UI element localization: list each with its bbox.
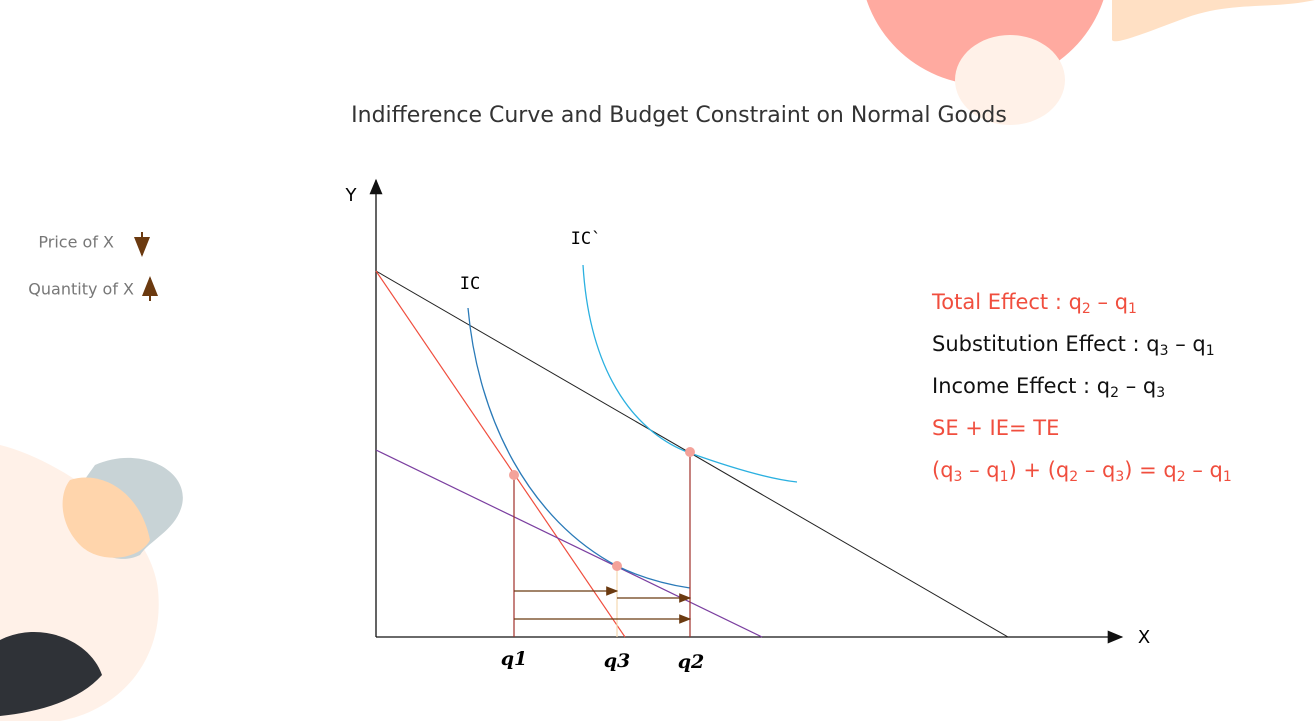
effect-text: – q <box>962 458 999 482</box>
effect-text: ) = q <box>1124 458 1176 482</box>
subscript: 1 <box>1223 469 1232 485</box>
subscript: 2 <box>1177 469 1186 485</box>
compensated-budget-line <box>375 449 763 638</box>
subscript: 3 <box>954 469 963 485</box>
subscript: 2 <box>1069 469 1078 485</box>
effect-text: – q <box>1078 458 1115 482</box>
effect-text: Substitution Effect : q <box>932 332 1160 356</box>
effect-text: ) + (q <box>1009 458 1070 482</box>
point-label: q3 <box>604 650 631 672</box>
point-label: q1 <box>501 648 528 670</box>
effect-line: SE + IE= TE <box>932 416 1059 440</box>
subscript: 2 <box>1110 385 1119 401</box>
curve-label: IC <box>460 274 480 294</box>
subscript: 3 <box>1115 469 1124 485</box>
indifference-curve <box>582 264 798 483</box>
effect-text: – q <box>1091 290 1128 314</box>
subscript: 1 <box>1128 301 1137 317</box>
legend-label: Price of X <box>38 233 114 252</box>
effect-text: – q <box>1169 332 1206 356</box>
effect-line: Substitution Effect : q3 – q1 <box>932 332 1215 359</box>
effect-text: – q <box>1119 374 1156 398</box>
subscript: 1 <box>1000 469 1009 485</box>
indifference-curve <box>467 307 691 589</box>
effect-text: – q <box>1186 458 1223 482</box>
subscript: 1 <box>1206 343 1215 359</box>
subscript: 2 <box>1082 301 1091 317</box>
effect-text: (q <box>932 458 954 482</box>
axis-label: Y <box>345 185 358 206</box>
axis-label: X <box>1138 627 1150 648</box>
equilibrium-point <box>685 447 695 457</box>
budget-line-new <box>375 270 626 638</box>
effect-text: Income Effect : q <box>932 374 1110 398</box>
legend-label: Quantity of X <box>28 280 134 299</box>
point-label: q2 <box>678 651 705 673</box>
equilibrium-point <box>612 561 622 571</box>
effect-line: Total Effect : q2 – q1 <box>931 290 1137 317</box>
effect-line: (q3 – q1) + (q2 – q3) = q2 – q1 <box>932 458 1232 485</box>
effect-text: Total Effect : q <box>931 290 1082 314</box>
subscript: 3 <box>1156 385 1165 401</box>
equilibrium-point <box>509 470 519 480</box>
effect-text: SE + IE= TE <box>932 416 1059 440</box>
effect-line: Income Effect : q2 – q3 <box>932 374 1165 401</box>
curve-label: IC` <box>571 229 602 249</box>
subscript: 3 <box>1160 343 1169 359</box>
title: Indifference Curve and Budget Constraint… <box>351 103 1007 128</box>
